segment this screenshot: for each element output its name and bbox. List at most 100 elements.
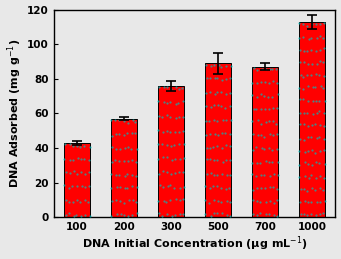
Point: [250, 81, 255, 85]
Point: [301, 212, 306, 217]
Point: [83, 185, 88, 189]
Point: [161, 100, 167, 104]
Point: [305, 49, 310, 53]
Point: [207, 119, 212, 123]
Point: [313, 48, 319, 53]
Point: [305, 200, 311, 204]
Point: [253, 174, 259, 178]
Y-axis label: DNA Adsorbed (mg g$^{-1}$): DNA Adsorbed (mg g$^{-1}$): [5, 39, 24, 188]
Point: [167, 198, 173, 202]
Point: [270, 133, 276, 137]
Point: [124, 131, 130, 135]
Point: [274, 81, 279, 85]
Point: [121, 213, 127, 217]
Point: [254, 107, 259, 111]
Point: [321, 211, 326, 215]
Point: [214, 76, 220, 80]
Point: [255, 118, 260, 123]
Point: [125, 121, 130, 125]
Point: [180, 170, 186, 175]
Point: [180, 129, 186, 133]
Point: [275, 174, 280, 178]
Point: [317, 73, 322, 77]
Point: [134, 185, 139, 189]
Point: [262, 186, 268, 190]
Bar: [252, 67, 278, 217]
Point: [211, 63, 216, 67]
Point: [254, 145, 259, 149]
Point: [275, 92, 280, 96]
Point: [317, 200, 323, 204]
Point: [258, 92, 263, 97]
Point: [305, 84, 310, 88]
Point: [223, 131, 228, 135]
Point: [258, 186, 263, 190]
Point: [306, 61, 311, 66]
Point: [75, 156, 80, 160]
Point: [173, 102, 179, 106]
Point: [301, 49, 306, 53]
Point: [305, 73, 310, 77]
Point: [113, 158, 118, 162]
Point: [160, 184, 165, 189]
Point: [173, 197, 178, 202]
Point: [271, 172, 277, 176]
Point: [321, 46, 326, 50]
Point: [219, 104, 224, 108]
Point: [314, 176, 319, 180]
Point: [161, 85, 166, 89]
Point: [302, 160, 307, 164]
Point: [321, 74, 326, 78]
Point: [254, 68, 260, 73]
Point: [211, 118, 217, 122]
Point: [181, 142, 186, 146]
Point: [113, 147, 119, 151]
Point: [255, 133, 261, 137]
Point: [173, 85, 178, 89]
Point: [274, 132, 279, 136]
Point: [317, 149, 323, 154]
Point: [250, 132, 255, 136]
Point: [207, 90, 212, 94]
Point: [223, 118, 228, 122]
Point: [212, 132, 217, 136]
Point: [223, 106, 228, 110]
Point: [271, 201, 276, 205]
Point: [160, 155, 165, 159]
Point: [177, 212, 183, 216]
Point: [157, 211, 162, 215]
Point: [228, 118, 233, 122]
Point: [321, 137, 326, 141]
Point: [176, 170, 182, 175]
Point: [177, 186, 182, 190]
Point: [219, 131, 224, 135]
Point: [181, 99, 186, 103]
Point: [74, 184, 80, 188]
Point: [164, 170, 169, 175]
Point: [173, 116, 178, 120]
Point: [62, 142, 68, 146]
Point: [317, 174, 323, 178]
Point: [78, 145, 83, 149]
Point: [250, 148, 255, 152]
Point: [321, 36, 326, 40]
Point: [79, 214, 84, 218]
Point: [66, 200, 72, 204]
Point: [117, 132, 122, 136]
Point: [223, 187, 229, 191]
Point: [113, 118, 118, 122]
Point: [156, 199, 161, 203]
Point: [214, 184, 220, 188]
Point: [305, 162, 311, 166]
Point: [258, 173, 264, 177]
Point: [305, 24, 310, 28]
Point: [180, 86, 185, 90]
Point: [300, 87, 306, 91]
Point: [301, 111, 307, 116]
Point: [208, 105, 213, 109]
Point: [308, 36, 314, 40]
Point: [83, 213, 88, 217]
Point: [133, 120, 138, 124]
Point: [121, 133, 127, 137]
Point: [176, 101, 181, 105]
